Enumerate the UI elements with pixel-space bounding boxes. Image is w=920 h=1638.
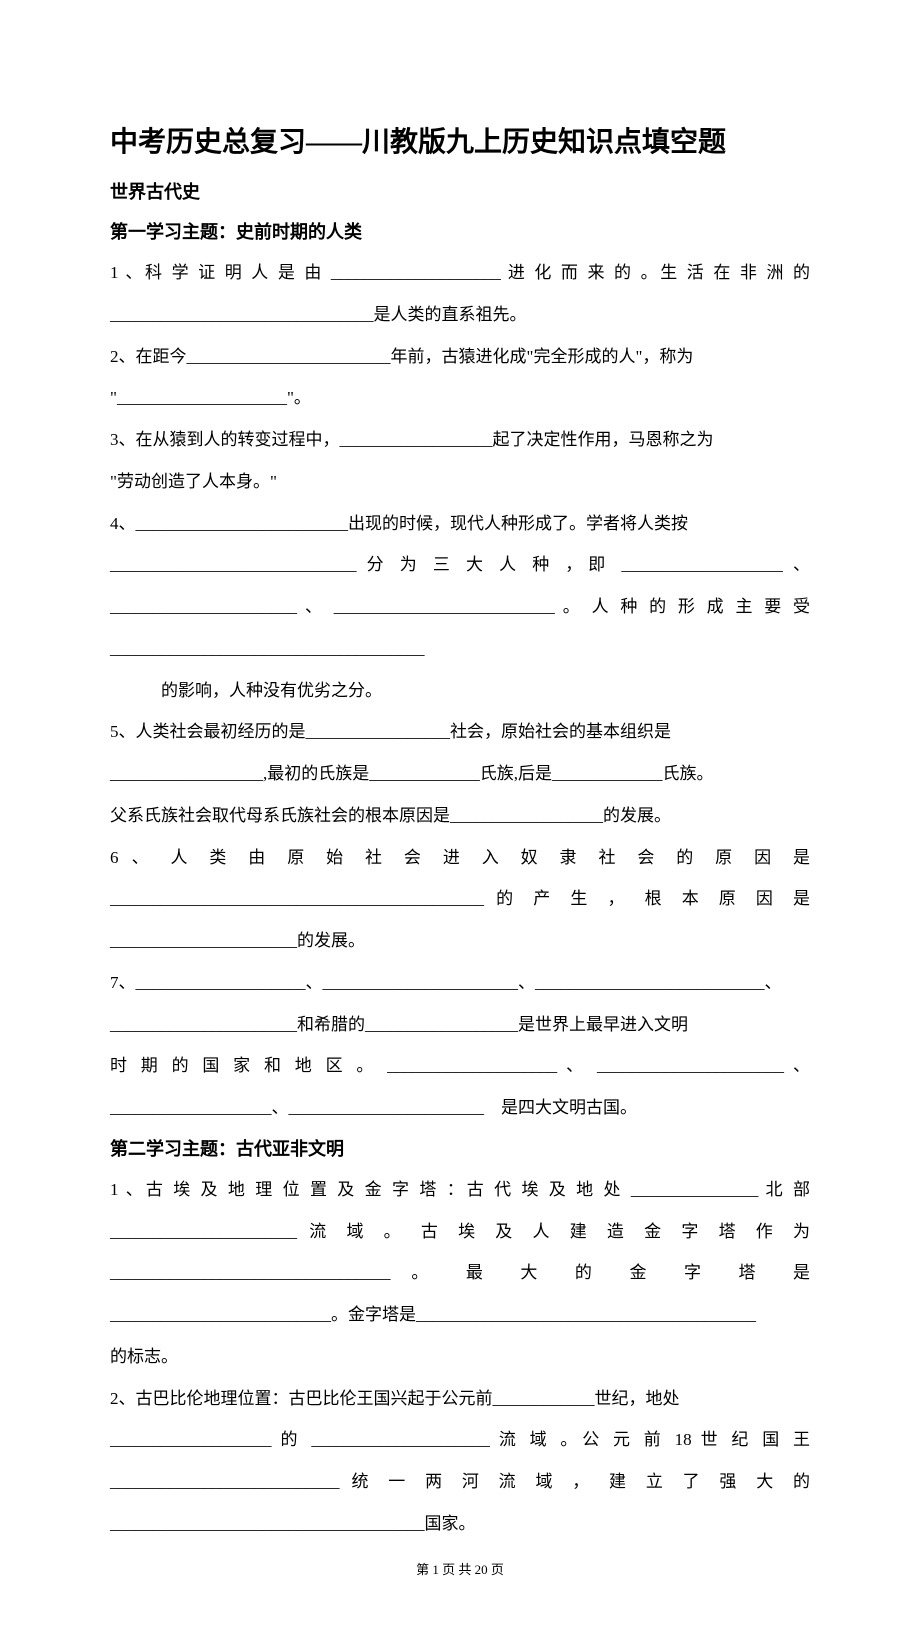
- s1-q7-line4: ___________________、____________________…: [110, 1093, 810, 1123]
- s2-q1-line2: ______________________ 流 域 。 古 埃 及 人 建 造…: [110, 1217, 810, 1247]
- section1-header: 第一学习主题：史前时期的人类: [110, 218, 810, 244]
- s2-q1-line1: 1 、古 埃 及 地 理 位 置 及 金 字 塔 ：古 代 埃 及 地 处 __…: [110, 1175, 810, 1205]
- document-title: 中考历史总复习——川教版九上历史知识点填空题: [110, 120, 810, 160]
- s2-q2-line3: ___________________________ 统 一 两 河 流 域 …: [110, 1467, 810, 1497]
- s2-q1-line5: 的标志。: [110, 1342, 810, 1372]
- s2-q2-line1: 2、古巴比伦地理位置：古巴比伦王国兴起于公元前____________世纪，地处: [110, 1384, 810, 1414]
- section2-header: 第二学习主题：古代亚非文明: [110, 1135, 810, 1161]
- s1-q6-line1: 6 、 人 类 由 原 始 社 会 进 入 奴 隶 社 会 的 原 因 是: [110, 843, 810, 873]
- s1-q5-line2: __________________,最初的氏族是_____________氏族…: [110, 759, 810, 789]
- s1-q3-line2: "劳动创造了人本身。": [110, 467, 810, 497]
- s1-q7-line3: 时 期 的 国 家 和 地 区 。 ____________________ 、…: [110, 1051, 810, 1081]
- s1-q1-line2: _______________________________是人类的直系祖先。: [110, 300, 810, 330]
- s1-q4-line1: 4、_________________________出现的时候，现代人种形成了…: [110, 509, 810, 539]
- s1-q1-line1: 1 、科 学 证 明 人 是 由 ____________________ 进 …: [110, 258, 810, 288]
- s1-q2-line1: 2、在距今________________________年前，古猿进化成"完全…: [110, 342, 810, 372]
- page-footer: 第 1 页 共 20 页: [110, 1559, 810, 1578]
- s2-q2-line4: _____________________________________国家。: [110, 1509, 810, 1539]
- s1-q2-line2: "____________________"。: [110, 383, 810, 413]
- s1-q5-line1: 5、人类社会最初经历的是_________________社会，原始社会的基本组…: [110, 717, 810, 747]
- s2-q2-line2: ___________________ 的 __________________…: [110, 1425, 810, 1455]
- s1-q6-line2: ________________________________________…: [110, 884, 810, 914]
- subtitle-world-ancient-history: 世界古代史: [110, 178, 810, 204]
- s1-q6-line3: ______________________的发展。: [110, 926, 810, 956]
- s1-q7-line1: 7、____________________、_________________…: [110, 968, 810, 998]
- s1-q4-line4: _____________________________________: [110, 634, 810, 664]
- s1-q4-line2: _____________________________ 分 为 三 大 人 …: [110, 550, 810, 580]
- s1-q7-line2: ______________________和希腊的______________…: [110, 1010, 810, 1040]
- s1-q4-line5: 的影响，人种没有优劣之分。: [161, 676, 810, 706]
- s1-q4-line3: ______________________ 、 _______________…: [110, 592, 810, 622]
- s1-q5-line3: 父系氏族社会取代母系氏族社会的根本原因是__________________的发…: [110, 801, 810, 831]
- s1-q3-line1: 3、在从猿到人的转变过程中，__________________起了决定性作用，…: [110, 425, 810, 455]
- s2-q1-line3: _________________________________ 。 最 大 …: [110, 1258, 810, 1288]
- s2-q1-line4: __________________________。金字塔是_________…: [110, 1300, 810, 1330]
